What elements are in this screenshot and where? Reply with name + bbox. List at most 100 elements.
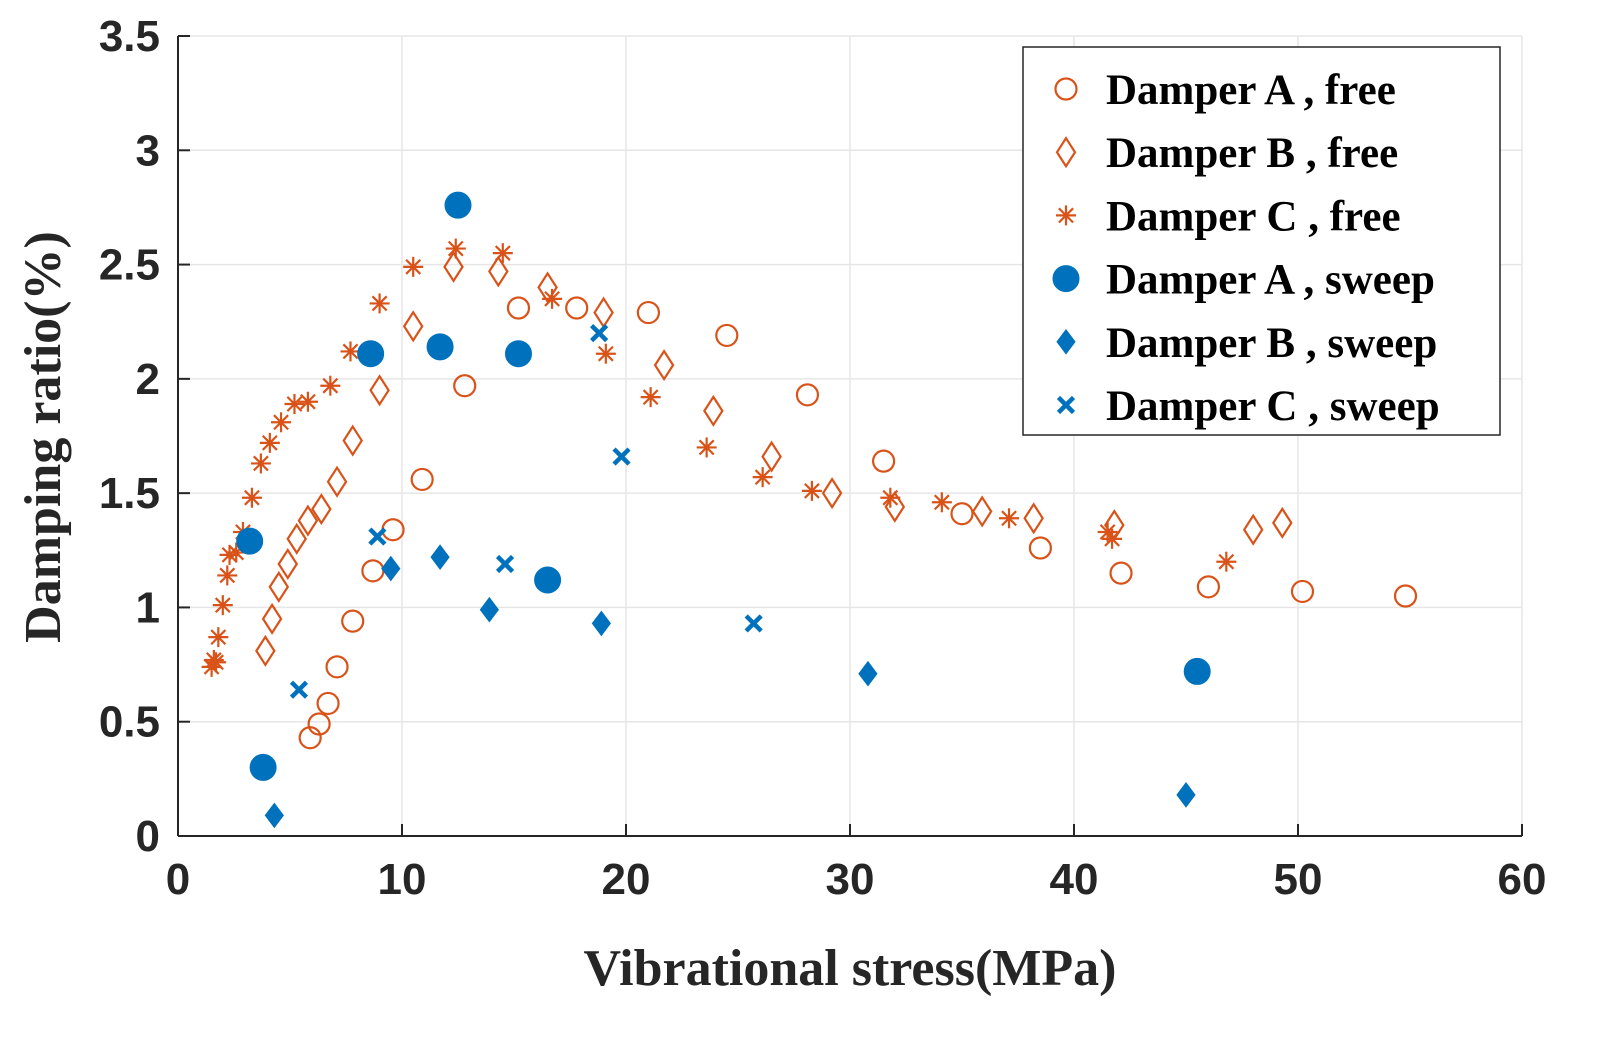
marker-shape [506, 296, 531, 320]
y-tick-label: 0.5 [99, 698, 160, 747]
marker-shape [402, 310, 424, 343]
marker-shape [311, 493, 332, 526]
data-point [453, 374, 477, 398]
marker-shape [369, 374, 390, 407]
series-4 [236, 191, 1211, 781]
marker-stroke [368, 527, 387, 546]
marker-stroke [273, 414, 289, 431]
data-point [504, 340, 532, 368]
series-1 [298, 296, 1418, 750]
data-point [479, 596, 499, 623]
data-point [402, 310, 424, 343]
data-point [430, 544, 450, 570]
legend-marker [1054, 77, 1078, 101]
marker-shape [1272, 506, 1293, 539]
marker-shape [534, 566, 562, 594]
marker-shape [357, 340, 385, 368]
data-point [1176, 782, 1196, 808]
marker-shape [255, 634, 276, 667]
marker-stroke [754, 469, 771, 486]
marker-shape [504, 340, 532, 368]
marker-stroke [544, 290, 560, 307]
marker-stroke [1056, 395, 1076, 415]
marker-stroke [612, 447, 631, 466]
x-axis-label: Vibrational stress(MPa) [584, 940, 1117, 997]
data-point [542, 288, 563, 309]
marker-shape [1176, 782, 1196, 808]
marker-shape [430, 544, 450, 570]
data-point [1028, 536, 1053, 560]
legend-box [1022, 46, 1501, 436]
marker-shape [307, 712, 331, 736]
data-point [591, 610, 611, 637]
marker-shape [453, 374, 477, 398]
marker-stroke [698, 439, 715, 456]
data-point [999, 508, 1020, 529]
data-point [369, 374, 390, 407]
data-point [297, 504, 319, 537]
data-point [488, 255, 509, 288]
x-tick-label: 40 [1050, 855, 1099, 904]
marker-stroke [322, 377, 339, 394]
marker-stroke [1218, 553, 1235, 570]
data-point [320, 375, 341, 396]
marker-shape [277, 547, 299, 581]
data-point [931, 492, 952, 513]
data-point [286, 522, 308, 555]
marker-shape [1052, 265, 1080, 293]
marker-stroke [1001, 510, 1017, 527]
marker-stroke [219, 567, 236, 584]
marker-shape [884, 490, 906, 523]
data-point [268, 570, 290, 603]
legend-entry: Damper B , free [1055, 130, 1398, 177]
legend-label: Damper C , free [1106, 193, 1401, 240]
marker-stroke [286, 396, 303, 412]
data-point [871, 449, 896, 473]
marker-stroke [933, 494, 950, 511]
data-point [715, 323, 739, 348]
data-point [534, 566, 562, 594]
legend-entry: Damper B , sweep [1056, 320, 1437, 367]
legend-label: Damper B , sweep [1106, 320, 1437, 367]
marker-shape [971, 495, 993, 528]
data-point [612, 447, 631, 466]
marker-shape [261, 602, 283, 635]
data-point [381, 555, 401, 582]
marker-shape [326, 465, 348, 498]
data-point [284, 394, 305, 414]
marker-shape [297, 504, 319, 537]
marker-shape [703, 394, 724, 427]
marker-stroke [447, 240, 464, 257]
legend: Damper A , free Damper B , free Damper C ,… [1022, 46, 1501, 436]
marker-shape [236, 527, 264, 555]
data-point [444, 191, 472, 219]
marker-stroke [342, 343, 359, 360]
marker-shape [410, 467, 434, 492]
marker-shape [1023, 502, 1044, 535]
data-points [201, 191, 1418, 829]
marker-stroke [744, 614, 763, 633]
legend-marker [1056, 395, 1076, 415]
y-axis-label: Damping ratio(%) [15, 231, 72, 643]
marker-shape [858, 660, 878, 687]
marker-stroke [590, 324, 609, 343]
marker-shape [537, 271, 558, 304]
legend-marker [1055, 136, 1077, 169]
data-point [752, 467, 773, 488]
marker-shape [1290, 579, 1315, 604]
marker-shape [761, 440, 782, 473]
marker-shape [565, 296, 589, 320]
marker-shape [871, 449, 896, 473]
marker-shape [268, 570, 290, 603]
data-point [492, 243, 513, 264]
marker-stroke [253, 455, 269, 472]
data-point [595, 343, 616, 364]
data-point [1102, 528, 1123, 549]
legend-marker [1056, 205, 1076, 226]
data-point [341, 609, 365, 633]
legend-label: Damper A , free [1106, 67, 1396, 114]
y-tick-label: 3.5 [99, 12, 160, 61]
marker-stroke [244, 489, 260, 506]
marker-shape [1056, 328, 1076, 355]
